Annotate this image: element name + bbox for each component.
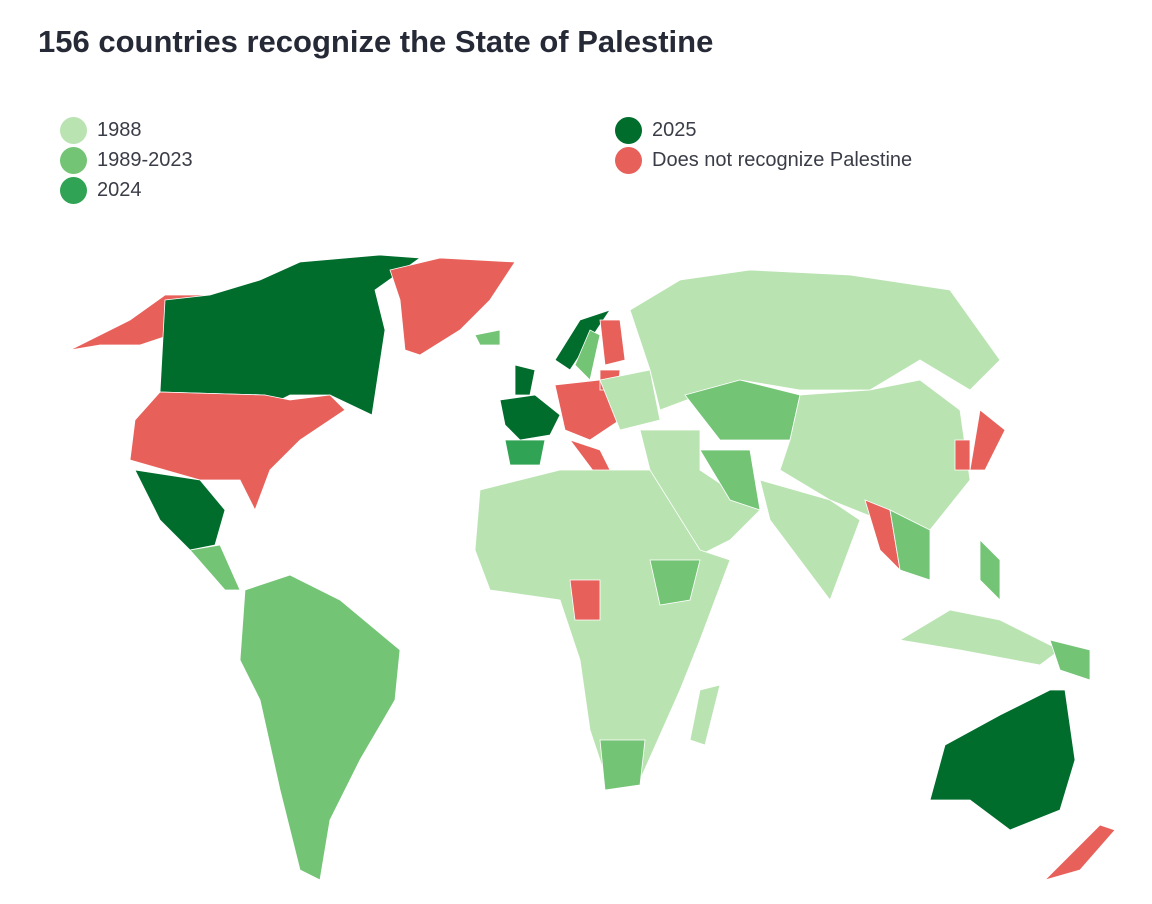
legend-label: Does not recognize Palestine [652,148,913,171]
country [779,379,971,531]
country [699,449,761,511]
legend-swatch [60,146,87,174]
country [159,254,422,416]
legend-swatch [615,146,642,174]
legend-label: 1989-2023 [97,148,193,171]
legend-label: 2024 [97,178,142,201]
country [898,609,1061,666]
country [649,559,701,606]
legend-label: 2025 [652,118,697,141]
country [929,689,1076,831]
country [954,439,971,471]
country [1043,824,1116,881]
country [599,369,661,431]
country [554,379,621,441]
country [599,319,626,366]
country [979,539,1001,601]
country [599,739,646,791]
legend-item: 2025 [615,115,697,145]
country [1049,639,1091,681]
legend-swatch [60,116,87,144]
country [134,469,226,551]
legend-swatch [615,116,642,144]
country [569,579,601,621]
country [389,257,516,356]
country [969,409,1006,471]
legend-item: 1989-2023 [60,145,193,175]
country [689,684,721,746]
country [189,544,241,591]
legend-item: 1988 [60,115,142,145]
country [239,574,401,881]
country [474,329,501,346]
country [514,364,536,396]
legend-item: Does not recognize Palestine [615,145,912,175]
legend-swatch [60,176,87,204]
country [554,309,611,371]
country [499,394,561,441]
country [629,269,1001,411]
country [129,391,346,511]
country [759,479,861,601]
legend-label: 1988 [97,118,142,141]
country [574,329,601,381]
countries [69,254,1116,881]
title: 156 countries recognize the State of Pal… [38,24,714,59]
country [504,439,546,466]
legend-item: 2024 [60,175,142,205]
country [889,509,931,581]
